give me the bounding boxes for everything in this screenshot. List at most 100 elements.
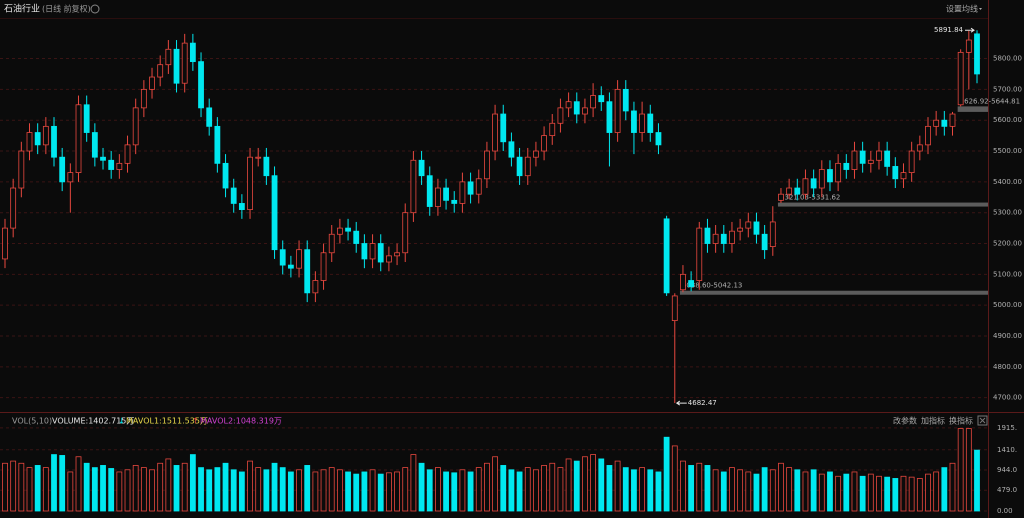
candle-body <box>867 159 874 164</box>
volume-bar <box>582 456 588 512</box>
y-tick-label: 4900.00 <box>993 332 1022 340</box>
candle-body <box>34 132 41 146</box>
volume-bar <box>377 473 384 512</box>
candle-body <box>769 221 776 248</box>
volume-bar <box>418 462 425 512</box>
volume-bar <box>794 469 801 512</box>
volume-bar <box>843 473 850 512</box>
volume-bar <box>26 467 33 512</box>
dropdown-icon <box>979 8 982 10</box>
volume-bar <box>925 473 931 512</box>
candle-body <box>116 162 123 170</box>
candle-body <box>533 150 539 158</box>
max-label: 5891.84 <box>934 26 963 34</box>
volume-bar <box>402 467 409 512</box>
candle-body <box>18 150 25 189</box>
legend-entry: MAVOL1:1511.535万 <box>126 417 208 426</box>
volume-bar <box>181 462 188 512</box>
candle-body <box>859 150 866 164</box>
volume-bar <box>312 471 319 512</box>
volume-bar <box>663 436 670 512</box>
volume-bar <box>328 467 335 512</box>
candle-body <box>124 144 131 164</box>
candle-body <box>91 132 98 158</box>
candle-body <box>688 280 695 288</box>
volume-bar <box>34 465 41 512</box>
indicator-button[interactable]: 改参数 <box>893 416 917 426</box>
volume-bar <box>410 454 417 512</box>
volume-bar <box>720 471 727 512</box>
volume-bar <box>916 478 923 512</box>
settings-icon[interactable] <box>90 4 100 14</box>
close-button[interactable] <box>977 415 988 426</box>
candle-body <box>949 113 956 127</box>
indicator-button[interactable]: 换指标 <box>949 416 973 426</box>
volume-bar <box>974 449 980 512</box>
candle-body <box>83 104 90 133</box>
candle-body <box>737 227 744 232</box>
candle-body <box>843 162 850 170</box>
y-tick-label: 4700.00 <box>993 394 1022 402</box>
candle-body <box>418 159 425 177</box>
y-tick-label: 4800.00 <box>993 363 1022 371</box>
volume-bar <box>802 471 809 512</box>
min-label: 4682.47 <box>688 399 717 407</box>
volume-bar <box>573 460 580 512</box>
candle-body <box>761 233 768 251</box>
volume-bar <box>304 465 311 512</box>
candle-body <box>255 156 262 159</box>
candle-body <box>492 113 498 152</box>
volume-bar <box>851 471 858 512</box>
volume-bar <box>116 471 123 512</box>
candle-body <box>51 125 57 158</box>
y-tick-label: 5700.00 <box>993 85 1022 93</box>
candle-body <box>753 221 760 235</box>
volume-bar <box>361 471 368 512</box>
volume-bar <box>475 467 482 512</box>
ma-setting-button[interactable]: 设置均线 <box>946 4 978 14</box>
indicator-button[interactable]: 加指标 <box>921 416 945 426</box>
volume-bar <box>933 471 940 512</box>
volume-bar <box>198 467 204 512</box>
volume-bar <box>214 467 221 512</box>
volume-bar <box>606 465 613 512</box>
candle-body <box>541 135 547 152</box>
volume-bar <box>173 465 180 512</box>
candle-body <box>884 150 891 167</box>
volume-bar <box>908 476 915 512</box>
volume-bar <box>508 469 515 512</box>
candle-body <box>827 169 833 183</box>
volume-bar <box>884 476 891 512</box>
volume-bar <box>590 454 597 512</box>
legend-entry: MAVOL2:1048.319万 <box>200 417 282 426</box>
candle-body <box>680 273 686 291</box>
candle-body <box>900 172 907 180</box>
candle-body <box>394 252 400 257</box>
volume-bar <box>835 475 842 512</box>
candle-body <box>916 144 923 152</box>
candle-body <box>557 107 564 124</box>
candle-body <box>296 249 302 269</box>
candle-body <box>10 187 17 229</box>
volume-bar <box>818 473 825 512</box>
volume-bar <box>467 471 474 512</box>
candle-body <box>230 187 237 204</box>
candle-body <box>320 252 327 281</box>
candle-body <box>818 169 825 189</box>
candle-body <box>140 88 147 109</box>
volume-bar <box>957 428 964 512</box>
candle-body <box>851 150 858 170</box>
volume-bar <box>859 475 866 512</box>
candle-body <box>696 227 703 281</box>
legend-entry: VOLUME:1402.715万 <box>52 417 134 426</box>
volume-title: VOL(5,10) <box>12 417 52 426</box>
candle-body <box>704 227 711 244</box>
candle-body <box>729 230 735 244</box>
candle-body <box>720 233 727 244</box>
volume-bar <box>279 467 286 512</box>
candle-body <box>965 39 972 53</box>
candle-body <box>451 199 458 204</box>
candle-body <box>181 42 188 84</box>
